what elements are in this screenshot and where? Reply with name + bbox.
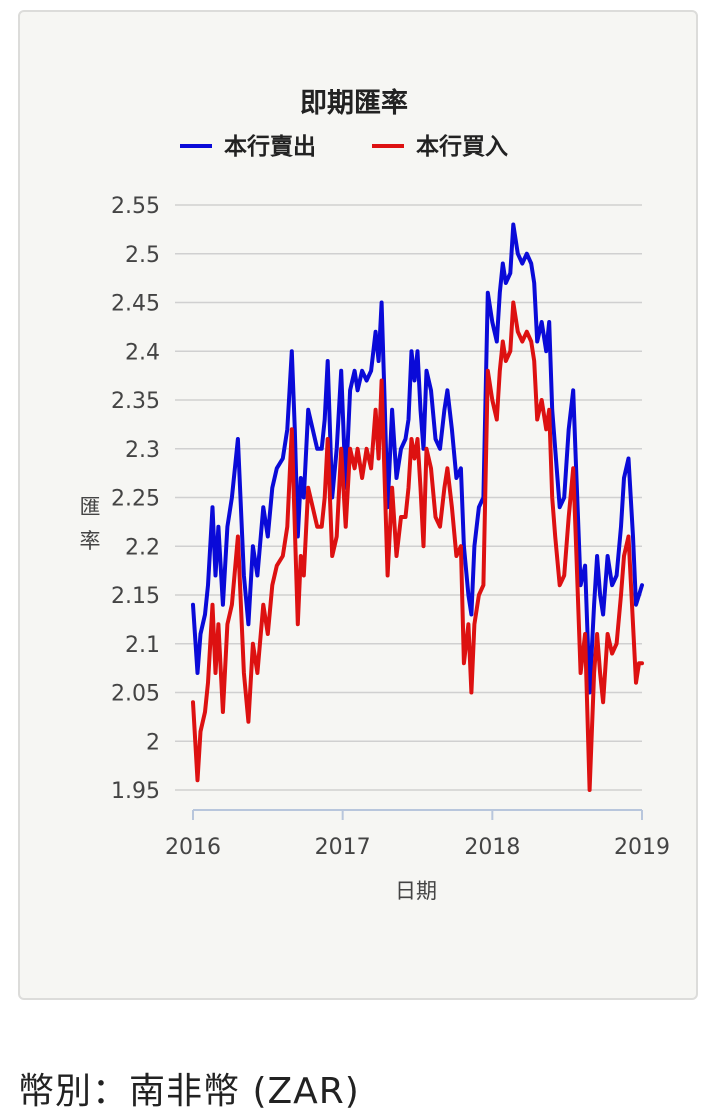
y-tick-label: 2.35 [111,389,160,414]
legend-label-0: 本行賣出 [224,133,316,160]
series-line-0 [191,222,644,695]
x-tick-label: 2016 [165,835,221,860]
x-tick-label: 2017 [315,835,371,860]
series-line-1 [191,300,644,792]
y-tick-label: 2.55 [111,194,160,219]
y-tick-label: 2.45 [111,292,160,317]
chart-card: 即期匯率本行賣出 本行買入 2.55 2.5 2.45 2.4 2.35 2.3 2.25 2.2… [18,10,698,1000]
y-tick-label: 2 [146,730,160,755]
y-tick-label: 2.25 [111,487,160,512]
y-tick-label: 2.3 [125,438,160,463]
currency-label: 幣別：南非幣 (ZAR) [18,1071,360,1112]
y-tick-label: 2.15 [111,584,160,609]
y-axis-label: 率 [80,529,101,553]
y-tick-label: 2.05 [111,682,160,707]
y-tick-label: 2.5 [125,243,160,268]
y-tick-label: 2.2 [125,535,160,560]
legend-label-1: 本行買入 [416,133,508,160]
y-tick-label: 2.1 [125,633,160,658]
x-tick-label: 2018 [464,835,520,860]
y-axis-label: 匯 [80,495,101,519]
chart-title: 即期匯率 [300,87,408,119]
y-tick-label: 2.4 [125,340,160,365]
x-axis-label: 日期 [395,879,437,903]
x-tick-label: 2019 [614,835,670,860]
y-tick-label: 1.95 [111,779,160,804]
